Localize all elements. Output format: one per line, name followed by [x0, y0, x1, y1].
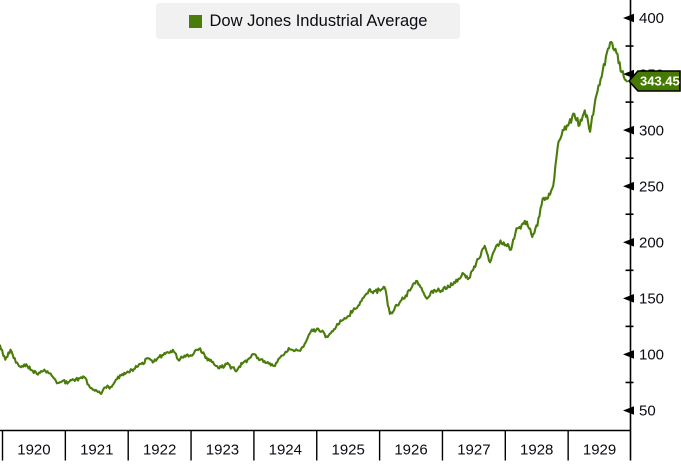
y-axis-tick-arrow-icon: [623, 181, 634, 191]
legend-swatch-icon: [188, 15, 202, 28]
y-axis-label: 150: [639, 291, 664, 308]
y-axis-label: 50: [639, 403, 656, 420]
x-axis-year-label: 1921: [80, 442, 113, 459]
y-axis-label: 200: [639, 234, 664, 251]
y-axis-tick-arrow-icon: [623, 13, 634, 23]
y-axis-label: 400: [639, 10, 664, 27]
legend-label: Dow Jones Industrial Average: [209, 11, 428, 30]
y-axis-tick-arrow-icon: [623, 350, 634, 359]
x-axis-year-label: 1920: [17, 442, 50, 459]
y-axis-tick-arrow-icon: [623, 125, 634, 135]
x-axis-year-label: 1927: [457, 442, 490, 459]
x-axis-year-label: 1929: [583, 442, 616, 459]
y-axis-label: 100: [639, 347, 664, 364]
djia-line-series: [0, 40, 629, 395]
last-price-tag-shape: 343.45: [627, 70, 681, 93]
y-axis-tick-arrow-icon: [623, 237, 634, 247]
x-axis-year-label: 1924: [269, 442, 302, 459]
y-axis-tick-arrow-icon: [623, 294, 634, 303]
y-axis-label: 250: [639, 178, 664, 195]
x-axis-year-label: 1926: [394, 442, 427, 459]
axis-labels: 1920 1921 1922 1923 1924 1925 1926 1927 1928 1929…: [17, 10, 664, 458]
y-axis-tick-arrow-icon: [623, 406, 634, 415]
x-axis-year-label: 1928: [520, 442, 553, 459]
last-price-tag: 343.45: [627, 69, 681, 93]
x-axis-year-label: 1925: [331, 442, 364, 459]
y-axis-tick-arrow-icon: [623, 69, 634, 79]
x-axis-year-label: 1922: [143, 442, 176, 459]
axis-ticks: [1, 13, 634, 461]
legend-item[interactable]: Dow Jones Industrial Average: [156, 3, 460, 39]
x-axis-year-label: 1923: [206, 442, 239, 459]
y-axis-label: 300: [639, 122, 664, 139]
last-price-value: 343.45: [640, 74, 680, 89]
price-flag-icon: [627, 70, 681, 93]
